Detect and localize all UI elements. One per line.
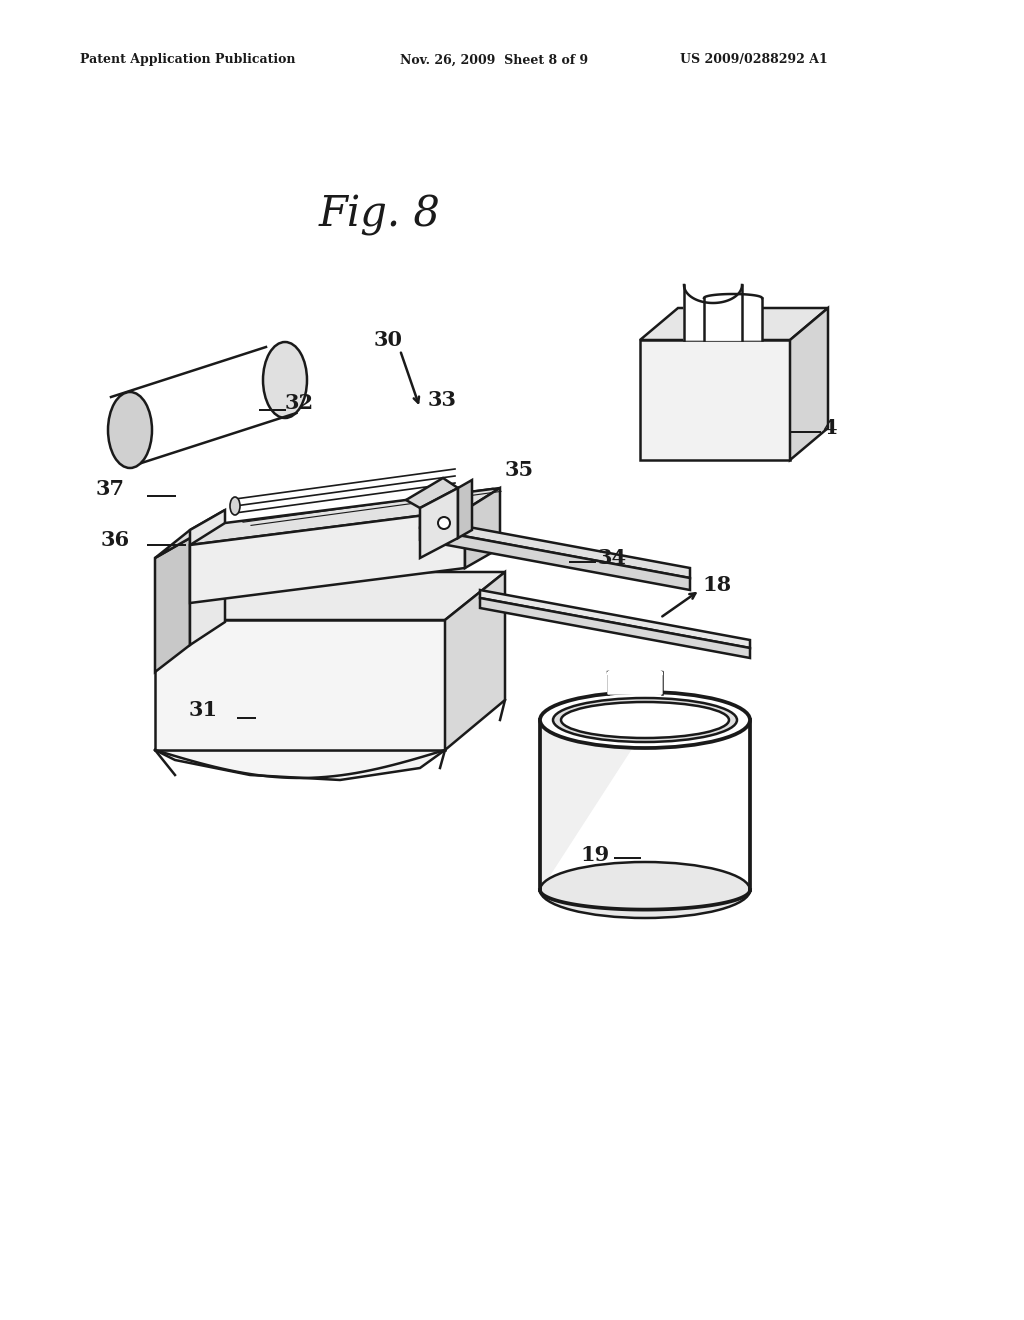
Polygon shape bbox=[540, 713, 750, 890]
Polygon shape bbox=[420, 517, 690, 578]
Text: 37: 37 bbox=[96, 479, 125, 499]
Text: 30: 30 bbox=[374, 330, 402, 350]
Text: 35: 35 bbox=[505, 459, 535, 480]
Text: Patent Application Publication: Patent Application Publication bbox=[80, 54, 296, 66]
Text: 18: 18 bbox=[702, 576, 731, 595]
Ellipse shape bbox=[540, 692, 750, 748]
Polygon shape bbox=[608, 672, 662, 694]
Text: 32: 32 bbox=[285, 393, 314, 413]
Text: 4: 4 bbox=[822, 418, 837, 438]
Polygon shape bbox=[155, 510, 225, 558]
Polygon shape bbox=[190, 510, 225, 645]
Polygon shape bbox=[640, 308, 828, 341]
Text: 34: 34 bbox=[598, 548, 627, 568]
Polygon shape bbox=[465, 488, 500, 568]
Polygon shape bbox=[190, 488, 500, 545]
Polygon shape bbox=[155, 750, 445, 780]
Polygon shape bbox=[705, 294, 762, 341]
Text: 36: 36 bbox=[101, 531, 130, 550]
Polygon shape bbox=[406, 478, 458, 508]
Circle shape bbox=[438, 517, 450, 529]
Ellipse shape bbox=[263, 342, 307, 418]
Ellipse shape bbox=[540, 862, 750, 917]
Polygon shape bbox=[640, 341, 790, 459]
Polygon shape bbox=[155, 539, 190, 672]
Text: 31: 31 bbox=[188, 700, 218, 719]
Ellipse shape bbox=[108, 392, 152, 469]
Text: 19: 19 bbox=[581, 845, 610, 865]
Polygon shape bbox=[790, 308, 828, 459]
Polygon shape bbox=[458, 480, 472, 539]
Text: US 2009/0288292 A1: US 2009/0288292 A1 bbox=[680, 54, 827, 66]
Ellipse shape bbox=[561, 702, 729, 738]
Polygon shape bbox=[445, 572, 505, 750]
Ellipse shape bbox=[553, 698, 737, 742]
Text: Fig. 8: Fig. 8 bbox=[319, 194, 441, 236]
Polygon shape bbox=[480, 598, 750, 657]
Ellipse shape bbox=[230, 498, 240, 515]
Text: 33: 33 bbox=[428, 389, 457, 411]
Polygon shape bbox=[420, 488, 458, 558]
Polygon shape bbox=[480, 590, 750, 648]
Polygon shape bbox=[420, 528, 690, 590]
Polygon shape bbox=[155, 572, 505, 620]
Text: Nov. 26, 2009  Sheet 8 of 9: Nov. 26, 2009 Sheet 8 of 9 bbox=[400, 54, 588, 66]
Polygon shape bbox=[190, 510, 465, 603]
Polygon shape bbox=[684, 285, 742, 341]
Polygon shape bbox=[155, 620, 445, 750]
